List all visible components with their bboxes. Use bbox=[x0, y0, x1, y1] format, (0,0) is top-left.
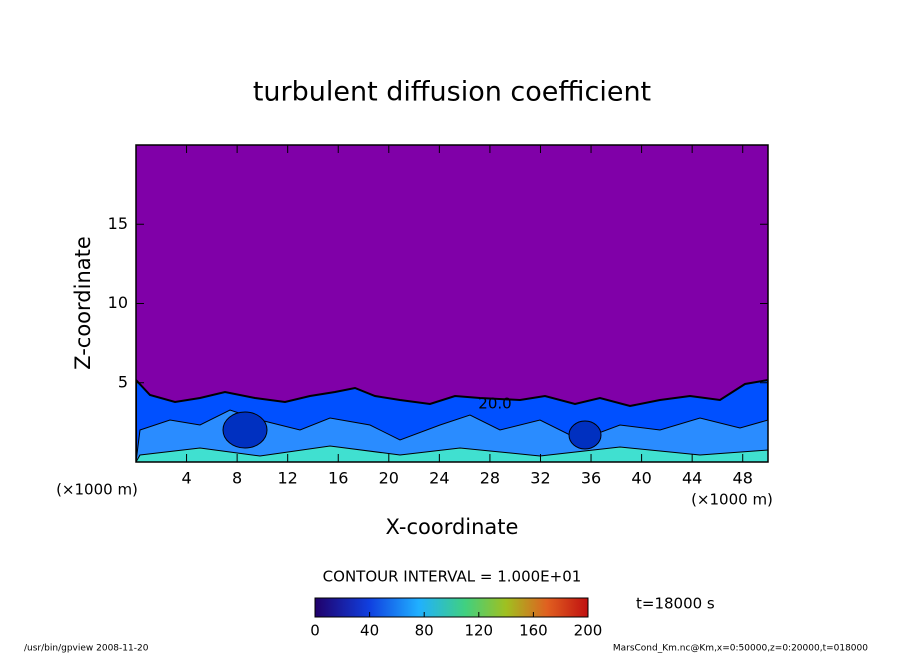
eddy bbox=[222, 411, 268, 449]
contour-field bbox=[136, 145, 768, 462]
colorbar bbox=[314, 597, 589, 618]
x-tick-label: 4 bbox=[181, 469, 191, 488]
colorbar-tick-label: 40 bbox=[360, 622, 379, 640]
contour-label: 20.0 bbox=[478, 395, 511, 413]
x-tick-label: 12 bbox=[278, 469, 298, 488]
y-tick-label: 10 bbox=[108, 293, 128, 312]
x-tick-label: 36 bbox=[581, 469, 601, 488]
x-tick-label: 40 bbox=[631, 469, 651, 488]
x-tick-label: 28 bbox=[480, 469, 500, 488]
footer-right: MarsCond_Km.nc@Km,x=0:50000,z=0:20000,t=… bbox=[613, 644, 868, 654]
x-axis-label: X-coordinate bbox=[386, 515, 519, 539]
time-label: t=18000 s bbox=[636, 595, 715, 613]
colorbar-tick-label: 160 bbox=[519, 622, 548, 640]
x-tick-label: 8 bbox=[232, 469, 242, 488]
y-tick-label: 15 bbox=[108, 214, 128, 233]
x-tick-label: 44 bbox=[682, 469, 702, 488]
y-unit: (×1000 m) bbox=[56, 481, 138, 499]
colorbar-tick-label: 120 bbox=[464, 622, 493, 640]
x-unit: (×1000 m) bbox=[691, 491, 773, 509]
colorbar-tick-label: 200 bbox=[574, 622, 603, 640]
y-tick-label: 5 bbox=[118, 372, 128, 391]
chart-title: turbulent diffusion coefficient bbox=[253, 77, 651, 108]
contour-interval: CONTOUR INTERVAL = 1.000E+01 bbox=[323, 568, 582, 586]
colorbar-tick-label: 80 bbox=[415, 622, 434, 640]
footer-left: /usr/bin/gpview 2008-11-20 bbox=[24, 644, 149, 654]
x-tick-label: 16 bbox=[328, 469, 348, 488]
x-tick-label: 24 bbox=[429, 469, 449, 488]
eddy bbox=[568, 420, 602, 450]
colorbar-tick-label: 0 bbox=[310, 622, 320, 640]
y-axis-label: Z-coordinate bbox=[71, 236, 95, 370]
x-tick-label: 20 bbox=[379, 469, 399, 488]
x-tick-label: 48 bbox=[733, 469, 753, 488]
x-tick-label: 32 bbox=[530, 469, 550, 488]
